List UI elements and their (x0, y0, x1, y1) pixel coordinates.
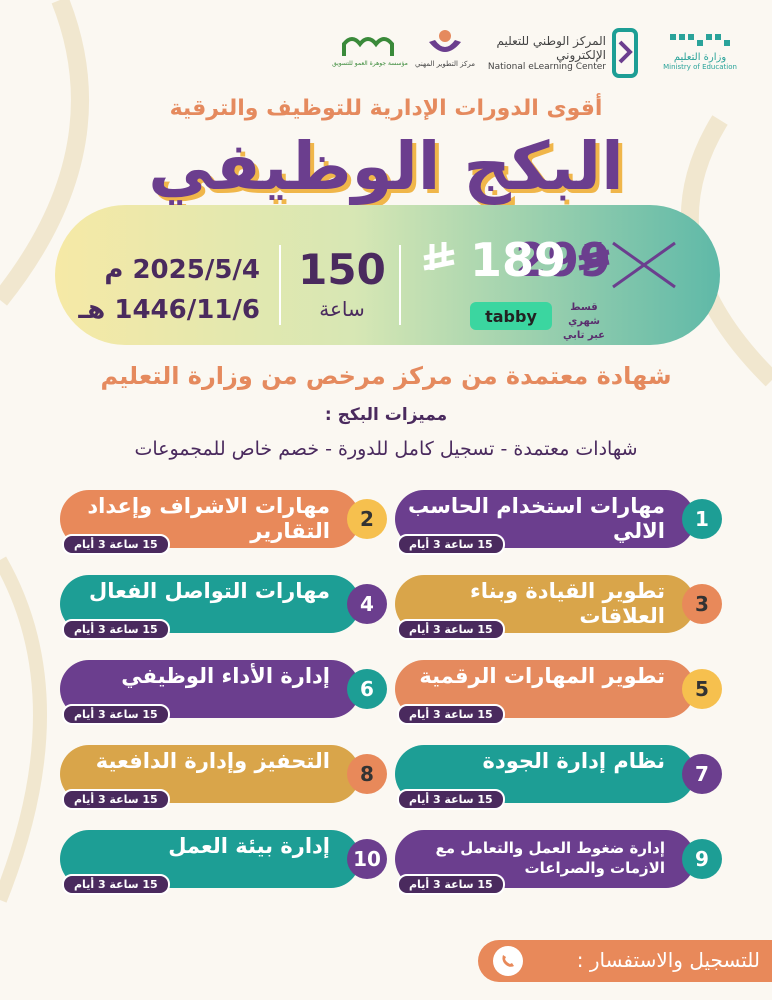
date-hijri: 1446/11/6 هـ (78, 295, 260, 325)
footer-bar (478, 940, 772, 982)
course-badge: 15 ساعة 3 أيام (62, 619, 170, 640)
pdc-logo: مركز التطوير المهني (415, 28, 475, 68)
course-number: 1 (682, 499, 722, 539)
company-name: مؤسسة جوهرة العمو للتسويق (332, 60, 408, 67)
offer-band (55, 205, 720, 345)
nelc-english: National eLearning Center (487, 62, 606, 72)
price-strike (612, 241, 676, 289)
tabby-text: قسط شهري عبر تابي (556, 301, 612, 343)
pdc-icon (429, 30, 461, 52)
course-number: 6 (347, 669, 387, 709)
ministry-logo: وزارة التعليم Ministry of Education (655, 30, 745, 71)
course-card: إدارة ضغوط العمل والتعامل مع الازمات وال… (395, 830, 695, 888)
course-badge: 15 ساعة 3 أيام (397, 789, 505, 810)
course-badge: 15 ساعة 3 أيام (62, 874, 170, 895)
course-badge: 15 ساعة 3 أيام (397, 619, 505, 640)
nelc-logo: المركز الوطني للتعليم الإلكتروني Nationa… (478, 28, 638, 78)
date-gregorian: 2025/5/4 م (104, 255, 260, 285)
course-badge: 15 ساعة 3 أيام (397, 874, 505, 895)
course-card: إدارة الأداء الوظيفي (60, 660, 360, 718)
new-price: 189 (470, 233, 567, 287)
old-price: 299 (515, 233, 612, 287)
currency-symbol (578, 242, 610, 271)
tabby-brand: tabby (485, 306, 537, 326)
course-badge: 15 ساعة 3 أيام (397, 704, 505, 725)
tabby-line: عبر تابي (563, 330, 605, 341)
company-icon (342, 37, 394, 56)
course-number: 10 (347, 839, 387, 879)
ministry-icon (670, 34, 730, 46)
course-number: 8 (347, 754, 387, 794)
footer-contact: للتسجيل والاستفسار : (576, 948, 760, 972)
ministry-english: Ministry of Education (663, 63, 737, 71)
company-logo: مؤسسة جوهرة العمو للتسويق (330, 32, 410, 67)
features-heading: مميزات البكج : (324, 405, 448, 425)
course-number: 3 (682, 584, 722, 624)
course-badge: 15 ساعة 3 أيام (62, 704, 170, 725)
course-number: 4 (347, 584, 387, 624)
tabby-logo: tabby (470, 302, 552, 330)
hours: 150 (298, 245, 386, 294)
course-number: 2 (347, 499, 387, 539)
course-badge: 15 ساعة 3 أيام (397, 534, 505, 555)
nelc-icon (612, 28, 638, 78)
hours-label: ساعة (319, 297, 365, 321)
nelc-name: المركز الوطني للتعليم الإلكتروني (496, 34, 607, 62)
subtitle: أقوى الدورات الإدارية للتوظيف والترقية (169, 96, 603, 121)
currency-symbol (423, 242, 455, 271)
course-card: مهارات الاشراف وإعداد التقارير (60, 490, 360, 548)
course-number: 9 (682, 839, 722, 879)
features-text: شهادات معتمدة - تسجيل كامل للدورة - خصم … (134, 438, 638, 460)
title: البكج الوظيفي (148, 128, 624, 205)
certificate: شهادة معتمدة من مركز مرخص من وزارة التعل… (100, 362, 672, 390)
course-badge: 15 ساعة 3 أيام (62, 789, 170, 810)
course-number: 7 (682, 754, 722, 794)
tabby-line: قسط شهري (568, 302, 600, 327)
course-number: 5 (682, 669, 722, 709)
course-card: تطوير القيادة وبناء العلاقات (395, 575, 695, 633)
pdc-name: مركز التطوير المهني (415, 60, 475, 68)
whatsapp-icon[interactable] (492, 945, 524, 977)
ministry-name: وزارة التعليم (673, 52, 727, 63)
course-badge: 15 ساعة 3 أيام (62, 534, 170, 555)
course-card: إدارة بيئة العمل (60, 830, 360, 888)
separators (279, 245, 401, 325)
